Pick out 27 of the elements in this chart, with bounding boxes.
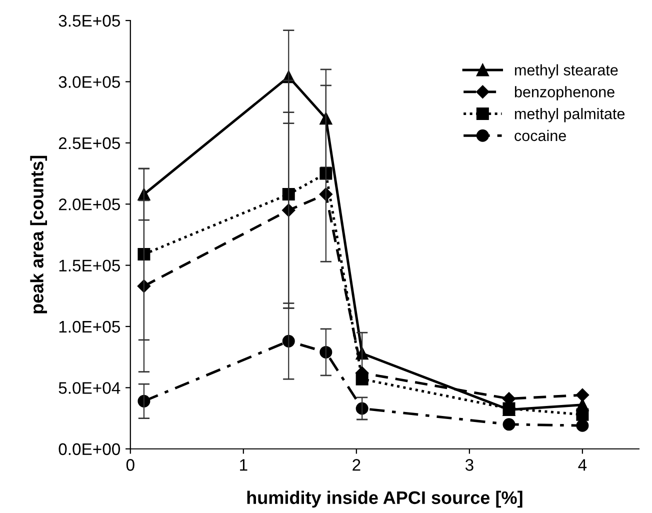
x-tick-label: 4 [578, 459, 587, 471]
y-tick-label: 1.0E+05 [59, 320, 120, 333]
x-tick-label: 2 [352, 459, 360, 471]
point [282, 188, 295, 201]
point [576, 408, 589, 421]
point [576, 419, 589, 432]
legend-label: methyl stearate [514, 64, 618, 78]
x-tick-label: 1 [240, 459, 248, 471]
x-axis-title: humidity inside APCI source [%] [247, 490, 522, 508]
point [138, 248, 150, 261]
x-tick-label: 3 [465, 459, 474, 471]
y-tick-label: 5.0E+04 [58, 382, 120, 394]
point [502, 418, 516, 431]
x-tick-label: 0 [126, 459, 134, 471]
y-tick-label: 3.5E+05 [58, 14, 120, 27]
point [320, 167, 332, 180]
y-tick-label: 3.0E+05 [58, 76, 120, 88]
y-tick-label: 0.0E+00 [58, 443, 120, 456]
point [576, 388, 590, 402]
legend-label: benzophenone [514, 86, 614, 100]
legend-label: cocaine [514, 130, 566, 142]
legend-label: methyl palmitate [514, 108, 625, 122]
y-axis-title: peak area [counts] [30, 156, 48, 314]
point [356, 372, 368, 386]
y-tick-label: 1.5E+05 [59, 260, 120, 272]
y-tick-label: 2.0E+05 [58, 198, 120, 210]
y-tick-label: 2.5E+05 [58, 137, 120, 150]
